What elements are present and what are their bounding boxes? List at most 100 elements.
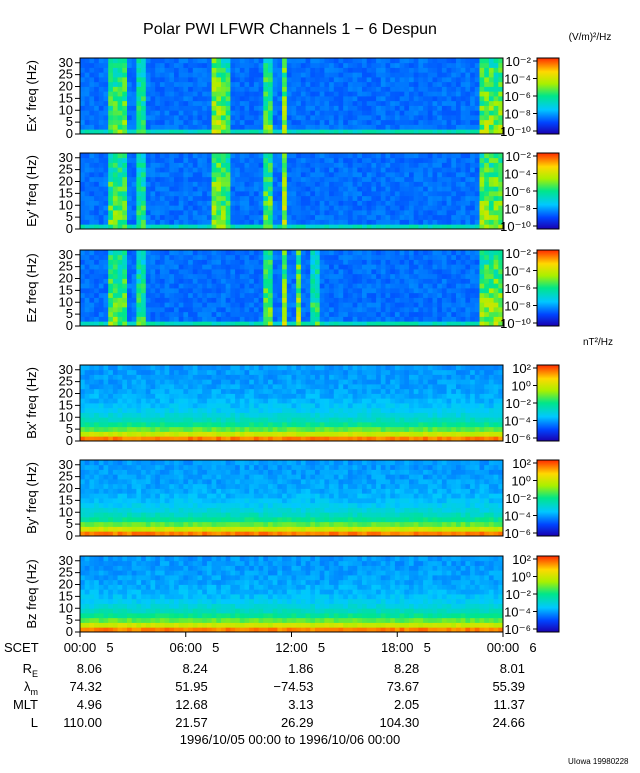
spectrogram-cell [207,77,212,82]
spectrogram-cell [404,269,409,274]
spectrogram-cell [230,177,235,182]
spectrogram-cell [437,177,442,182]
spectrogram-cell [132,403,137,408]
spectrogram-cell [400,163,405,168]
spectrogram-cell [202,317,207,322]
spectrogram-cell [165,274,170,279]
spectrogram-cell [174,177,179,182]
spectrogram-cell [287,177,292,182]
spectrogram-cell [268,191,273,196]
spectrogram-cell [174,163,179,168]
spectrogram-cell [193,125,198,130]
spectrogram-cell [193,115,198,120]
spectrogram-cell [465,293,470,298]
spectrogram-cell [155,158,160,163]
spectrogram-cell [456,288,461,293]
spectrogram-cell [367,288,372,293]
spectrogram-cell [428,101,433,106]
spectrogram-cell [89,307,94,312]
spectrogram-cell [418,96,423,101]
spectrogram-cell [118,394,123,399]
spectrogram-cell [104,167,109,172]
spectrogram-cell [353,110,358,115]
spectrogram-cell [329,269,334,274]
spectrogram-cell [310,317,315,322]
spectrogram-cell [465,120,470,125]
spectrogram-cell [216,82,221,87]
spectrogram-cell [404,191,409,196]
spectrogram-cell [240,167,245,172]
spectrogram-cell [456,317,461,322]
spectrogram-cell [268,72,273,77]
spectrogram-cell [381,91,386,96]
spectrogram-cell [108,72,113,77]
spectrogram-cell [259,293,264,298]
spectrogram-cell [165,250,170,255]
spectrogram-cell [188,398,193,403]
spectrogram-cell [371,283,376,288]
spectrogram-cell [480,82,485,87]
spectrogram-cell [259,158,264,163]
spectrogram-cell [451,125,456,130]
spectrogram-cell [484,288,489,293]
spectrogram-cell [390,120,395,125]
spectrogram-cell [433,279,438,284]
spectrogram-cell [428,250,433,255]
spectrogram-cell [183,298,188,303]
spectrogram-cell [183,58,188,63]
spectrogram-cell [480,302,485,307]
spectrogram-cell [188,191,193,196]
spectrogram-cell [179,186,184,191]
spectrogram-cell [268,63,273,68]
spectrogram-cell [367,279,372,284]
spectrogram-cell [89,91,94,96]
spectrogram-cell [226,312,231,317]
spectrogram-cell [207,398,212,403]
spectrogram-cell [179,153,184,158]
spectrogram-cell [451,91,456,96]
spectrogram-cell [160,167,165,172]
spectrogram-cell [249,172,254,177]
spectrogram-cell [357,72,362,77]
spectrogram-cell [451,72,456,77]
spectrogram-cell [480,68,485,73]
spectrogram-cell [169,77,174,82]
spectrogram-cell [198,101,203,106]
spectrogram-cell [480,163,485,168]
spectrogram-cell [113,87,118,92]
spectrogram-cell [174,413,179,418]
spectrogram-cell [188,77,193,82]
spectrogram-cell [386,274,391,279]
spectrogram-cell [306,87,311,92]
spectrogram-cell [357,77,362,82]
spectrogram-cell [160,250,165,255]
spectrogram-cell [193,58,198,63]
spectrogram-cell [306,220,311,225]
spectrogram-cell [287,106,292,111]
spectrogram-cell [118,413,123,418]
spectrogram-cell [122,172,127,177]
spectrogram-cell [447,196,452,201]
spectrogram-cell [179,384,184,389]
spectrogram-cell [475,312,480,317]
spectrogram-cell [282,298,287,303]
spectrogram-cell [160,394,165,399]
spectrogram-cell [113,163,118,168]
spectrogram-cell [254,58,259,63]
spectrogram-cell [306,182,311,187]
spectrogram-cell [202,167,207,172]
spectrogram-cell [146,384,151,389]
spectrogram-cell [221,427,226,432]
spectrogram-cell [296,196,301,201]
spectrogram-cell [447,307,452,312]
spectrogram-cell [395,63,400,68]
spectrogram-cell [282,283,287,288]
spectrogram-cell [99,317,104,322]
spectrogram-cell [80,110,85,115]
spectrogram-cell [301,220,306,225]
spectrogram-cell [465,91,470,96]
spectrogram-cell [390,210,395,215]
spectrogram-cell [226,427,231,432]
spectrogram-cell [188,115,193,120]
spectrogram-cell [428,106,433,111]
